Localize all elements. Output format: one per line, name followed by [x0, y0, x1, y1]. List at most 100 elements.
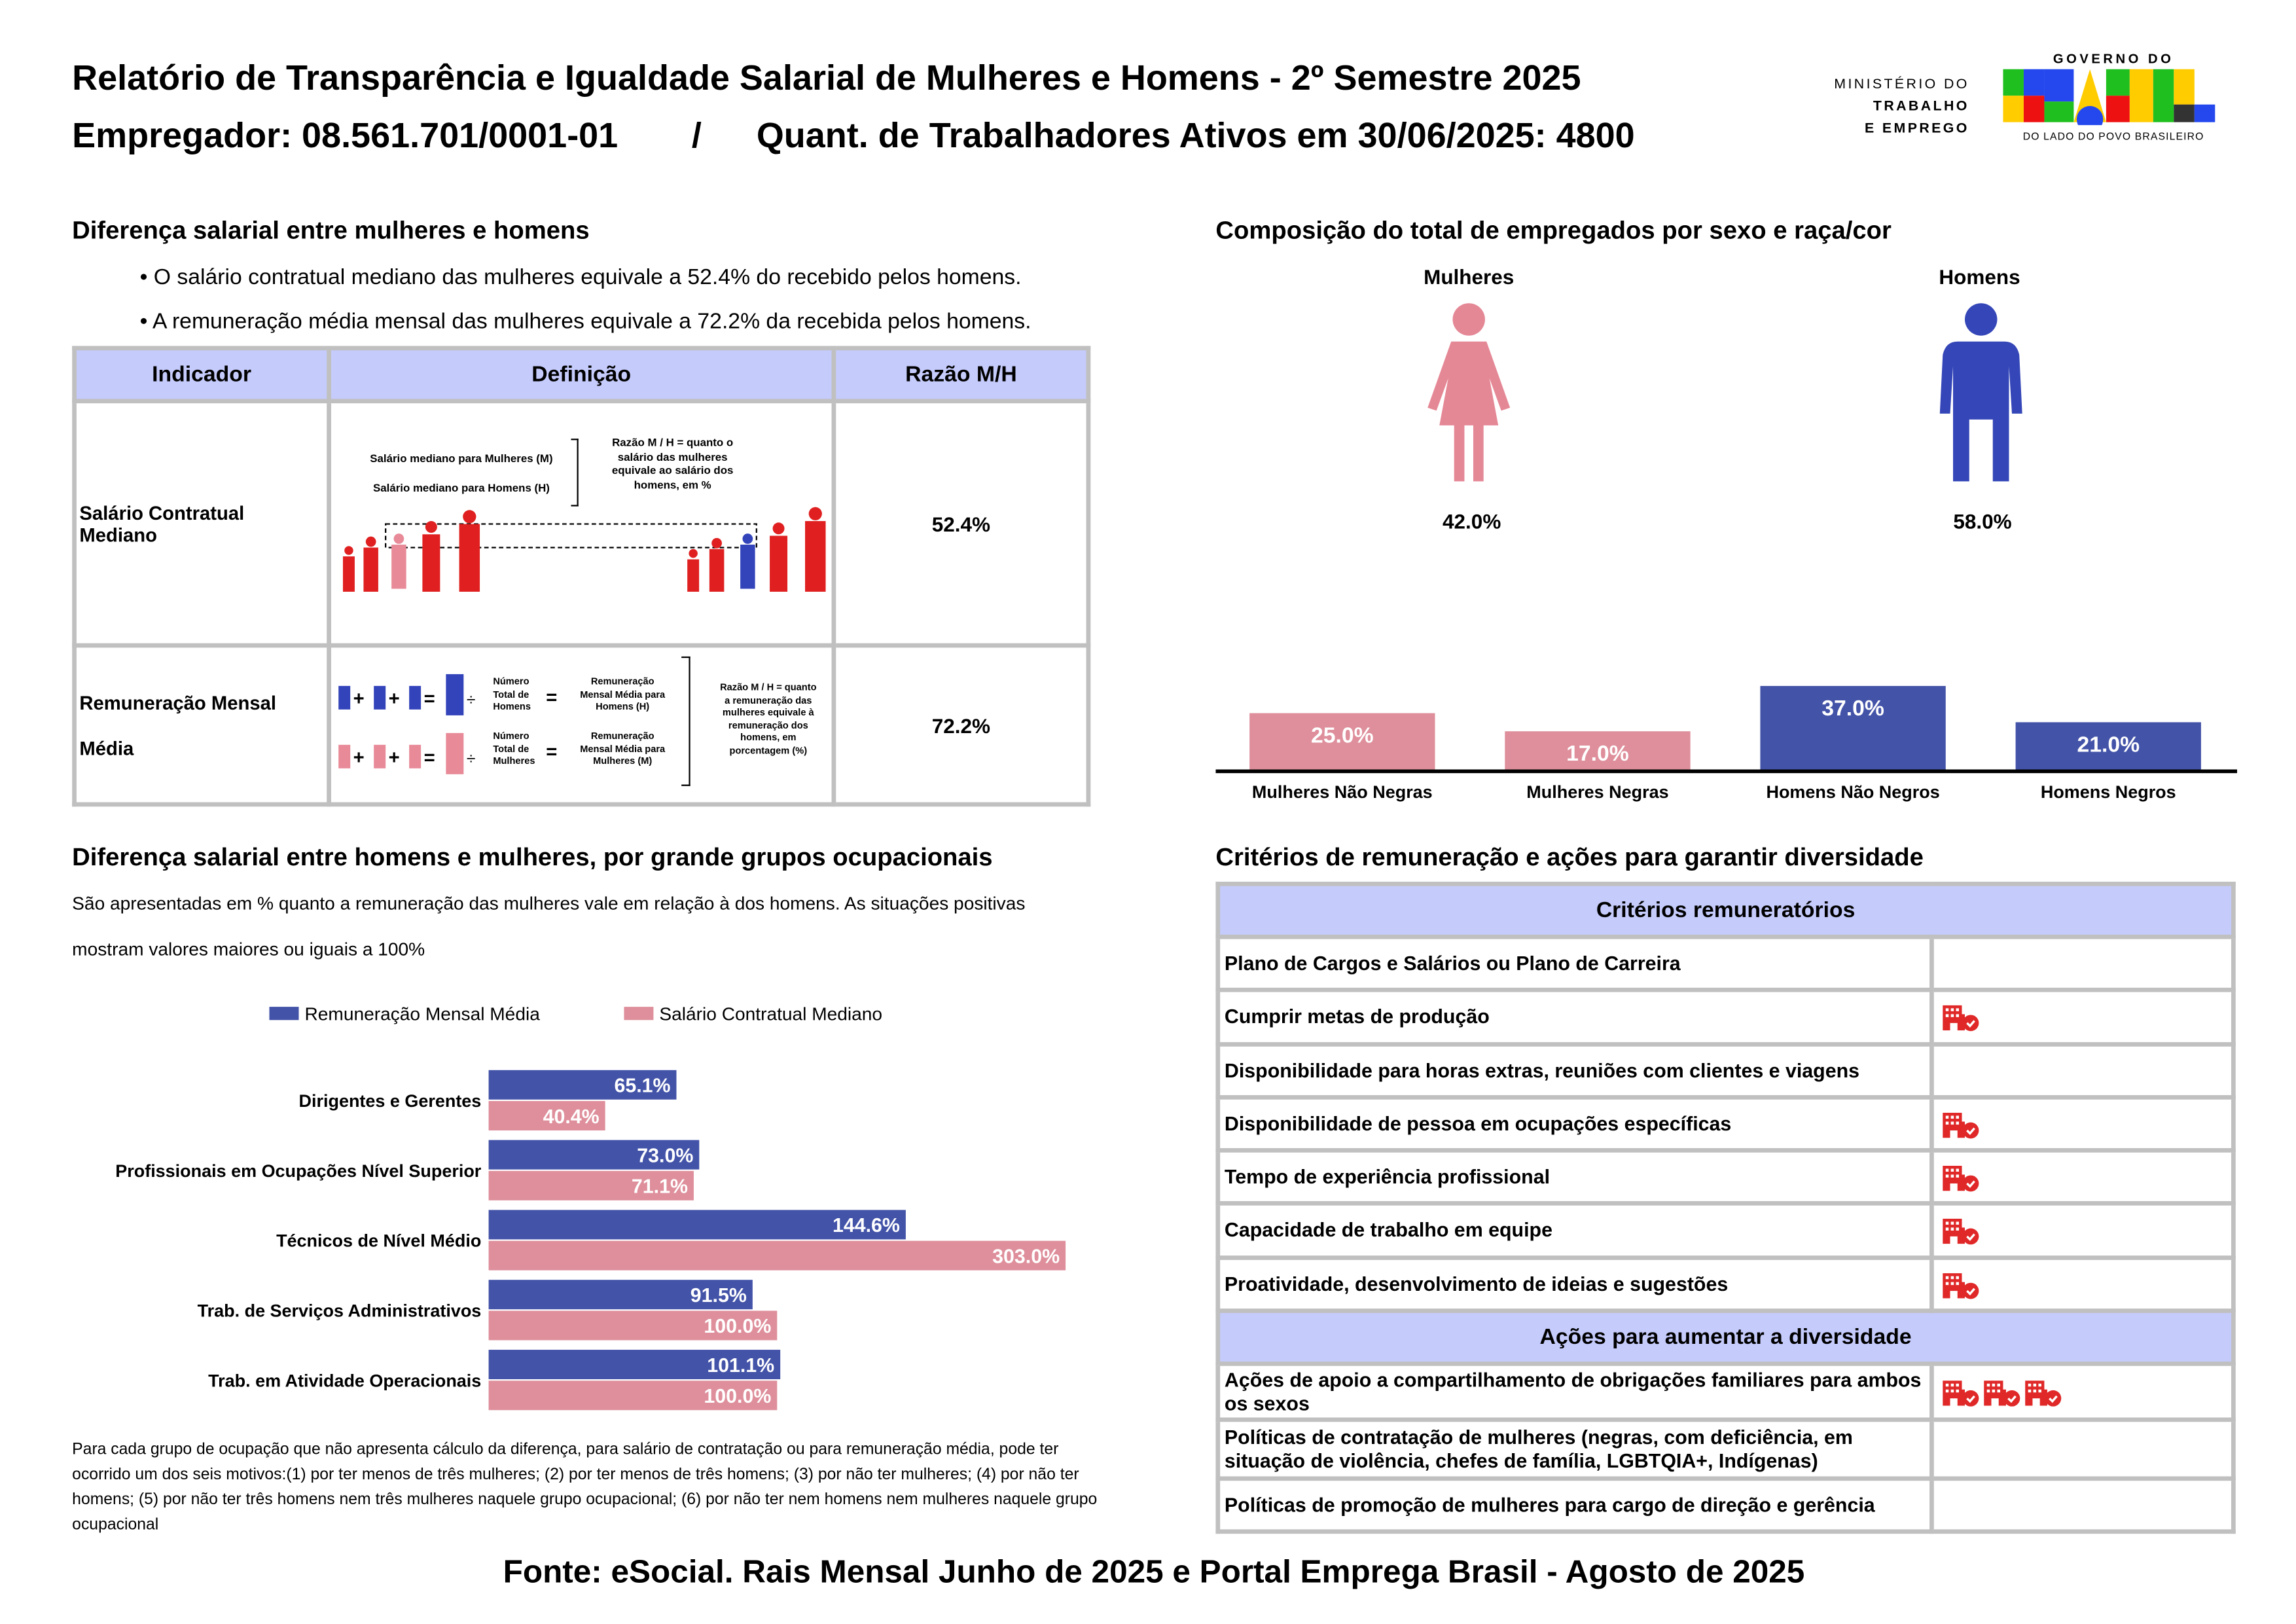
- note-line: homens, em: [740, 732, 797, 744]
- bar-0: [1249, 713, 1435, 770]
- criteria-row: Políticas de contratação de mulheres (ne…: [1215, 1417, 2236, 1481]
- legend-swatch-pink: [624, 1007, 654, 1020]
- def-line: Número: [493, 677, 529, 688]
- criteria-label: Tempo de experiência profissional: [1215, 1147, 1934, 1206]
- def-line: Mensal Média para: [580, 744, 666, 755]
- svg-text:+: +: [353, 748, 365, 768]
- svg-text:+: +: [353, 689, 365, 710]
- category-label: Homens Não Negros: [1766, 782, 1939, 802]
- bar: [488, 1280, 753, 1310]
- bar-value-label: 100.0%: [704, 1316, 771, 1337]
- def-line: Mulheres (M): [593, 756, 653, 767]
- criteria-table: Critérios remuneratórios Plano de Cargos…: [1215, 881, 2236, 1534]
- definition-average: + + = + + = ÷ ÷ Número Total de Homens Número To…: [327, 643, 836, 807]
- indicator-median: Salário Contratual Mediano: [72, 399, 331, 648]
- report-title: Relatório de Transparência e Igualdade S…: [72, 58, 1581, 99]
- building-check-icon: [1943, 1272, 1979, 1299]
- note-line: equivale ao salário dos: [611, 463, 734, 477]
- bar: [488, 1170, 694, 1200]
- bar: [488, 1240, 1066, 1271]
- occupational-footnote: Para cada grupo de ocupação que não apre…: [72, 1441, 1098, 1534]
- bar: [488, 1140, 700, 1170]
- legend-label: Salário Contratual Mediano: [659, 1003, 883, 1025]
- brace-icon: [571, 439, 579, 507]
- separator: /: [691, 116, 702, 156]
- brasil-logo-icon: [2003, 69, 2215, 133]
- criteria-row: Disponibilidade de pessoa em ocupações e…: [1215, 1095, 2236, 1153]
- note-line: Razão M / H = quanto o: [612, 435, 734, 449]
- criteria-label: Políticas de promoção de mulheres para c…: [1215, 1476, 1934, 1534]
- criteria-icons: [1929, 1042, 2236, 1100]
- col-ratio: Razão M/H: [831, 346, 1091, 404]
- women-percent: 42.0%: [1443, 509, 1501, 533]
- building-check-icon: [2025, 1380, 2062, 1406]
- definition-median: Salário mediano para Mulheres (M) Salári…: [327, 399, 836, 648]
- def-line: Remuneração: [590, 731, 655, 742]
- legend-median: Salário Contratual Mediano: [624, 1004, 882, 1024]
- svg-text:=: =: [424, 689, 435, 710]
- criteria-icons: [1929, 987, 2236, 1047]
- note-line: mulheres equivale à: [722, 708, 814, 719]
- indicator-average: Remuneração Mensal Média: [72, 643, 331, 807]
- bar-value-label: 65.1%: [614, 1075, 670, 1097]
- svg-text:=: =: [424, 748, 435, 768]
- ministry-line: TRABALHO: [1873, 98, 1969, 115]
- legend-swatch-blue: [269, 1007, 299, 1020]
- criteria-icons: [1929, 934, 2236, 992]
- col-indicator: Indicador: [72, 346, 331, 404]
- bar: [488, 1310, 778, 1341]
- category-label: Mulheres Negras: [1526, 782, 1668, 802]
- legend-average: Remuneração Mensal Média: [269, 1003, 540, 1025]
- criteria-row: Cumprir metas de produção: [1215, 987, 2236, 1047]
- bar-value-label: 17.0%: [1566, 741, 1629, 766]
- bar-value-label: 91.5%: [691, 1285, 747, 1307]
- criteria-row: Tempo de experiência profissional: [1215, 1147, 2236, 1206]
- def-line: Número: [493, 731, 529, 742]
- criteria-title: Critérios de remuneração e ações para ga…: [1215, 843, 1924, 872]
- men-label: Homens: [1939, 264, 2020, 289]
- bar-value-label: 21.0%: [2077, 732, 2140, 757]
- criteria-label: Disponibilidade para horas extras, reuni…: [1215, 1042, 1934, 1100]
- category-label: Trab. em Atividade Operacionais: [208, 1371, 481, 1390]
- bar-value-label: 303.0%: [992, 1246, 1060, 1267]
- legend-label: Remuneração Mensal Média: [304, 1003, 540, 1025]
- gov-logo: GOVERNO DO DO LADO DO POVO BRASILEIRO: [1999, 52, 2229, 143]
- occupational-title: Diferença salarial entre homens e mulher…: [72, 843, 993, 872]
- criteria-label: Proatividade, desenvolvimento de ideias …: [1215, 1255, 1934, 1313]
- ministry-line: MINISTÉRIO DO: [1834, 76, 1969, 93]
- criteria-label: Capacidade de trabalho em equipe: [1215, 1200, 1934, 1260]
- svg-text:+: +: [389, 689, 400, 710]
- criteria-label: Disponibilidade de pessoa em ocupações e…: [1215, 1095, 1934, 1153]
- brace-icon: [681, 656, 691, 786]
- criteria-icons: [1929, 1417, 2236, 1481]
- building-check-icon: [1943, 1218, 1979, 1245]
- building-check-icon: [1943, 1005, 1979, 1032]
- man-icon: [1939, 303, 2022, 482]
- note-line: porcentagem (%): [729, 745, 808, 756]
- table-row: Salário Contratual Mediano Salário media…: [72, 399, 1091, 648]
- category-label: Profissionais em Ocupações Nível Superio…: [115, 1161, 482, 1181]
- men-percent: 58.0%: [1953, 509, 2012, 533]
- building-check-icon: [1984, 1380, 2020, 1406]
- criteria-icons: [1929, 1147, 2236, 1206]
- pay-gap-title: Diferença salarial entre mulheres e home…: [72, 216, 590, 245]
- criteria-icons: [1929, 1095, 2236, 1153]
- bar-value-label: 100.0%: [704, 1386, 771, 1407]
- composition-title: Composição do total de empregados por se…: [1215, 216, 1892, 245]
- bullet-average: • A remuneração média mensal das mulhere…: [139, 309, 1031, 334]
- bar-1: [1505, 731, 1691, 770]
- bar: [488, 1070, 677, 1100]
- bar: [488, 1350, 781, 1380]
- def-line: Mulheres: [493, 756, 535, 767]
- bar-value-label: 144.6%: [833, 1215, 900, 1236]
- occupational-bar-chart: Dirigentes e Gerentes 65.1% 40.4% Profissio…: [115, 1070, 1066, 1411]
- criteria-row: Disponibilidade para horas extras, reuni…: [1215, 1042, 2236, 1100]
- women-label: Mulheres: [1424, 264, 1515, 289]
- indicator-line: Remuneração Mensal: [79, 691, 277, 713]
- criteria-icons: [1929, 1200, 2236, 1260]
- bar: [488, 1101, 605, 1131]
- bar-value-label: 25.0%: [1311, 723, 1374, 748]
- def-line: Homens: [493, 702, 531, 713]
- criteria-icons: [1929, 1476, 2236, 1534]
- diversity-header: Ações para aumentar a diversidade: [1215, 1308, 2236, 1366]
